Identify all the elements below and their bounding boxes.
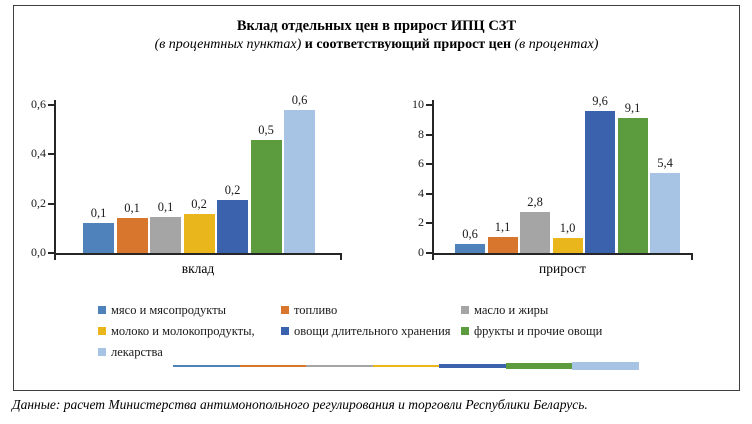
legend-swatch-icon [98,348,106,356]
strip-segment-5 [439,364,506,368]
bar-масло и жиры [150,217,181,253]
bar-молоко и молокопродукты, [552,238,583,253]
y-axis-tick [426,192,432,195]
source-note: Данные: расчет Министерства антимонополь… [12,397,588,412]
x-axis-label-contribution: вклад [181,261,215,276]
legend-label: топливо [294,303,338,317]
x-axis-origin-tick [54,253,56,260]
bar-value-label: 0,2 [191,196,207,211]
strip-segment-2 [239,365,307,367]
bar-масло и жиры [520,211,550,253]
y-axis-tick [426,163,432,166]
legend-item-3: масло и жиры [461,303,548,318]
legend-swatch-icon [281,306,289,314]
legend-item-7: лекарства [98,345,163,360]
bar-value-label: 0,1 [157,200,174,215]
bar-лекарства [284,109,315,253]
bar-овощи длительного хранения [217,199,248,253]
legend-item-1: мясо и мясопродукты [98,303,226,318]
y-axis-tick-label: 0,2 [31,195,46,210]
bar-мясо и мясопродукты [83,223,114,253]
chart-title-line1: Вклад отдельных цен в прирост ИПЦ СЗТ [236,18,517,34]
y-axis-tick-label: 10 [412,97,424,111]
contribution-bar-chart: вклад 0,0 0,2 0,4 0,6 0,1 0,1 0,1 0,2 0,2 0,5 0,6 [31,93,342,276]
x-axis-end-tick [691,253,693,260]
bar-топливо [487,236,518,253]
x-axis-origin-tick [432,253,434,260]
chart-figure: Вклад отдельных цен в прирост ИПЦ СЗТ (в… [13,5,740,391]
y-axis-tick [48,252,54,254]
bar-фрукты и прочие овощи [617,118,648,253]
strip-segment-1 [173,365,240,367]
legend-label: мясо и мясопродукты [111,303,227,317]
bar-value-label: 0,1 [90,206,107,221]
y-axis-tick-label: 2 [418,215,424,230]
strip-segment-3 [306,365,373,367]
y-axis-tick [426,252,432,254]
y-axis-top-cap [54,100,56,105]
y-axis-tick [426,133,432,136]
legend-label: овощи длительного хранения [294,324,451,338]
legend-item-5: овощи длительного хранения [281,324,451,339]
strip-segment-7 [572,362,640,370]
y-axis-top-cap [432,100,434,105]
strip-segment-4 [372,365,440,367]
legend-swatch-icon [461,306,469,314]
bar-овощи длительного хранения [585,110,615,253]
legend-label: фрукты и прочие овощи [474,324,603,338]
bar-value-label: 1,0 [559,221,576,236]
strip-segment-6 [505,363,573,369]
bar-value-label: 0,1 [124,201,140,216]
legend-item-4: молоко и молокопродукты, [98,324,255,339]
bar-value-label: 2,8 [527,194,543,209]
x-axis-label-growth: прирост [539,261,586,276]
y-axis-tick [48,202,54,205]
legend-item-2: топливо [281,303,337,318]
title-growth-part: и соответствующий прирост цен [304,36,515,52]
legend-label: молоко и молокопродукты, [111,324,255,338]
legend-swatch-icon [281,327,289,335]
y-axis-tick-label: 0,4 [31,146,46,161]
legend-swatch-icon [98,327,106,335]
bar-мясо и мясопродукты [455,244,485,253]
y-axis-tick [426,222,432,225]
y-axis-tick-label: 0,0 [31,245,46,259]
bar-value-label: 9,6 [592,93,608,108]
title-units-growth: (в процентах) [514,36,599,52]
y-axis-tick-label: 0,6 [31,97,46,111]
title-units-contribution: (в процентных пунктах) [154,36,305,52]
bar-фрукты и прочие овощи [250,139,282,253]
mini-stacked-strip [173,361,640,371]
y-axis-tick [48,104,54,106]
legend-label: масло и жиры [474,303,549,317]
y-axis-tick [48,153,54,156]
legend-swatch-icon [461,327,469,335]
chart-title: Вклад отдельных цен в прирост ИПЦ СЗТ (в… [14,17,739,54]
legend-item-6: фрукты и прочие овощи [461,324,602,339]
legend-label: лекарства [111,345,163,359]
bar-value-label: 5,4 [657,156,673,171]
y-axis-tick-label: 6 [418,156,424,171]
x-axis-end-tick [340,253,342,260]
bar-value-label: 9,1 [624,101,641,116]
y-axis-tick-label: 0 [418,245,424,259]
bar-value-label: 0,2 [224,182,241,197]
bar-value-label: 1,1 [494,219,511,234]
chart-title-line2: (в процентных пунктах) и соответствующий… [14,36,739,54]
legend-swatch-icon [98,306,106,314]
bar-топливо [116,218,148,253]
bar-лекарства [650,173,680,253]
bar-value-label: 0,5 [258,122,274,137]
bar-value-label: 0,6 [291,92,308,107]
bar-молоко и молокопродукты, [183,213,215,253]
y-axis-tick-label: 4 [418,185,424,200]
bar-value-label: 0,6 [462,227,478,242]
y-axis-tick [426,104,432,106]
y-axis-tick-label: 8 [418,126,424,141]
growth-bar-chart: прирост 0 2 4 6 8 10 0,6 1,1 2,8 1,0 9,6 9,1 5,4 [412,94,693,276]
